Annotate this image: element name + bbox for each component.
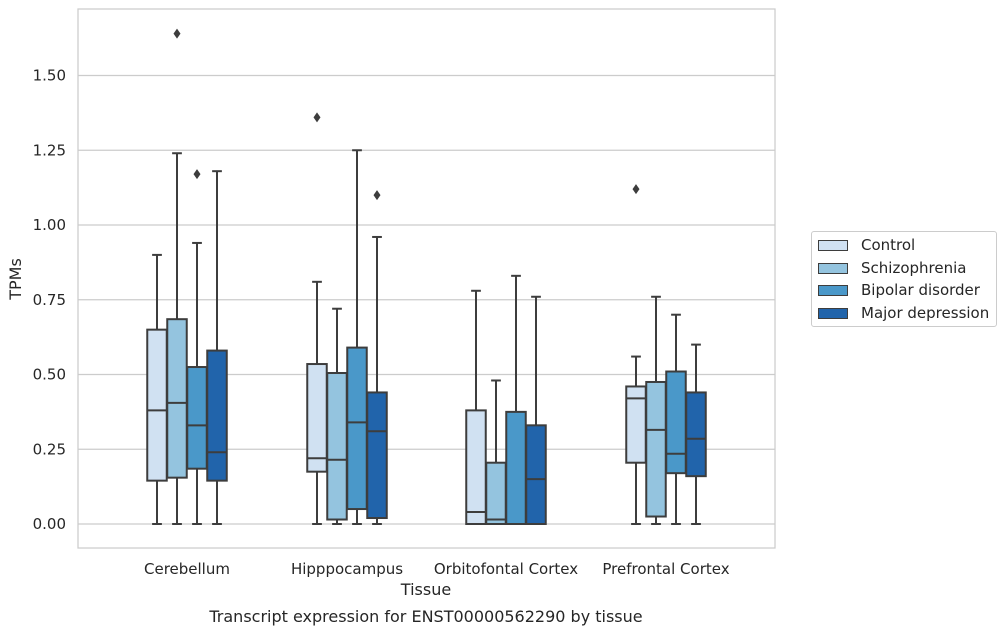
outlier-point bbox=[193, 169, 201, 180]
y-tick-labels: 0.00 0.25 0.50 0.75 1.00 1.25 1.50 bbox=[33, 67, 66, 534]
box-0-1 bbox=[166, 28, 188, 525]
y-tick-label: 0.25 bbox=[33, 440, 66, 458]
box-1-0 bbox=[306, 112, 328, 525]
box-1-2 bbox=[346, 149, 368, 525]
box-iqr bbox=[306, 363, 328, 473]
box-2-0 bbox=[465, 289, 487, 526]
box-iqr bbox=[166, 318, 188, 479]
outlier-point bbox=[373, 190, 381, 201]
plot-frame bbox=[77, 8, 776, 549]
y-axis-label: TPMs bbox=[6, 258, 25, 301]
x-tick-labels: Cerebellum Hipppocampus Orbitofontal Corte… bbox=[144, 560, 730, 578]
legend-item-schizophrenia: Schizophrenia bbox=[818, 258, 966, 278]
legend-label: Major depression bbox=[861, 304, 990, 322]
chart-title: Transcript expression for ENST0000056229… bbox=[208, 607, 642, 626]
box-2-2 bbox=[505, 274, 527, 525]
boxes bbox=[146, 28, 707, 526]
y-tick-label: 1.00 bbox=[33, 216, 66, 234]
box-iqr bbox=[346, 346, 368, 511]
legend: Control Schizophrenia Bipolar disorder M… bbox=[811, 231, 997, 327]
box-iqr bbox=[645, 380, 667, 518]
box-2-3 bbox=[525, 295, 547, 525]
box-0-2 bbox=[186, 169, 208, 525]
box-0-0 bbox=[146, 253, 168, 525]
box-3-2 bbox=[665, 313, 687, 525]
legend-swatch bbox=[818, 307, 848, 319]
box-3-1 bbox=[645, 295, 667, 525]
box-2-1 bbox=[485, 379, 507, 525]
legend-swatch bbox=[818, 284, 848, 296]
legend-item-bipolar-disorder: Bipolar disorder bbox=[818, 280, 980, 300]
box-iqr bbox=[146, 328, 168, 482]
box-1-3 bbox=[366, 190, 388, 525]
legend-label: Bipolar disorder bbox=[861, 281, 980, 299]
box-iqr bbox=[485, 461, 507, 525]
legend-label: Control bbox=[861, 236, 916, 254]
y-tick-label: 1.25 bbox=[33, 141, 66, 159]
box-iqr bbox=[186, 366, 208, 470]
x-tick-label: Orbitofontal Cortex bbox=[434, 560, 578, 578]
box-iqr bbox=[525, 424, 547, 525]
x-tick-label: Prefrontal Cortex bbox=[602, 560, 729, 578]
box-iqr bbox=[465, 409, 487, 526]
legend-swatch bbox=[818, 262, 848, 274]
legend-swatch bbox=[818, 239, 848, 251]
outlier-point bbox=[632, 184, 640, 195]
y-tick-label: 1.50 bbox=[33, 67, 66, 85]
box-iqr bbox=[665, 370, 687, 475]
box-iqr bbox=[505, 410, 527, 525]
box-0-3 bbox=[206, 170, 228, 525]
x-tick-label: Hipppocampus bbox=[291, 560, 403, 578]
y-tick-label: 0.50 bbox=[33, 366, 66, 384]
x-tick-label: Cerebellum bbox=[144, 560, 230, 578]
box-3-0 bbox=[625, 184, 647, 525]
legend-item-control: Control bbox=[818, 235, 915, 255]
outlier-point bbox=[173, 28, 181, 39]
x-axis-label: Tissue bbox=[400, 580, 451, 599]
legend-item-major-depression: Major depression bbox=[818, 303, 989, 323]
box-iqr bbox=[206, 349, 228, 482]
box-1-1 bbox=[326, 307, 348, 525]
box-iqr bbox=[326, 372, 348, 521]
y-tick-label: 0.75 bbox=[33, 291, 66, 309]
outlier-point bbox=[313, 112, 321, 123]
y-tick-label: 0.00 bbox=[33, 515, 66, 533]
box-3-3 bbox=[685, 343, 707, 525]
box-iqr bbox=[366, 391, 388, 520]
legend-label: Schizophrenia bbox=[861, 259, 967, 277]
box-iqr bbox=[685, 391, 707, 478]
